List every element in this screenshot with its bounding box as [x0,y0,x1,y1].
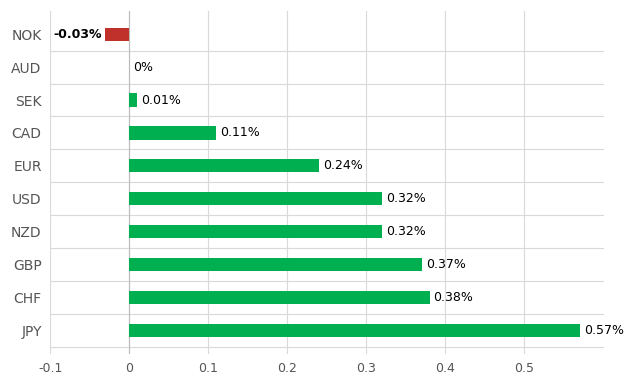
Text: 0.57%: 0.57% [583,324,624,337]
Bar [129,291,429,304]
Text: 0.32%: 0.32% [386,225,426,238]
Text: 0.11%: 0.11% [220,127,260,139]
Bar [129,258,422,271]
Text: 0.32%: 0.32% [386,192,426,205]
Bar [129,126,216,139]
Bar [129,324,580,337]
Text: 0.38%: 0.38% [434,291,473,304]
Text: 0.37%: 0.37% [426,258,466,271]
Text: -0.03%: -0.03% [53,28,101,41]
Bar [129,225,382,238]
Text: 0%: 0% [133,61,153,74]
Text: 0.24%: 0.24% [323,159,362,173]
Bar [129,192,382,205]
Bar [129,159,319,173]
Text: 0.01%: 0.01% [141,93,181,107]
Bar [105,27,129,41]
Bar [129,93,137,107]
